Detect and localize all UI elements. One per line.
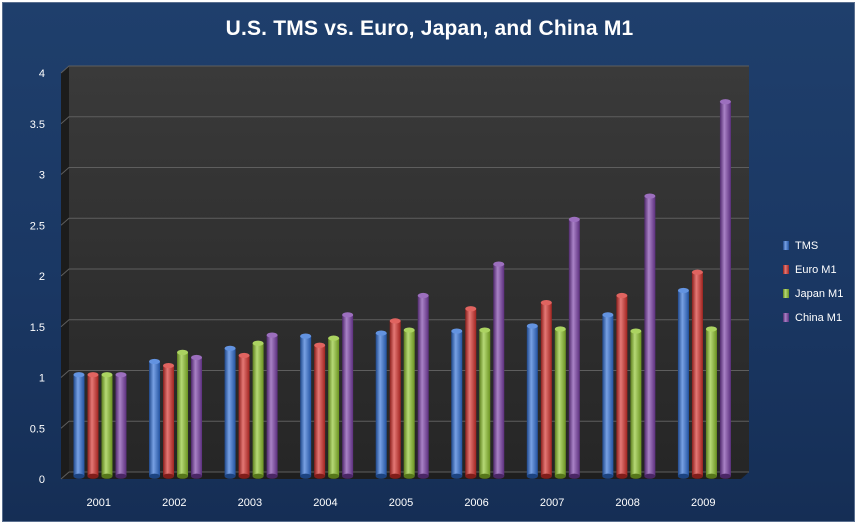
bar-china-m1-2008 — [644, 193, 656, 479]
legend-swatch — [783, 241, 789, 250]
y-tick-label: 3 — [39, 170, 45, 182]
legend-label: TMS — [795, 240, 818, 252]
x-tick-label: 2006 — [464, 497, 488, 509]
bar-euro-m1-2001 — [87, 372, 99, 479]
gridline — [60, 370, 749, 378]
bar-china-m1-2003 — [266, 332, 278, 479]
bar-china-m1-2002 — [191, 354, 203, 479]
x-tick-label: 2007 — [540, 497, 564, 509]
bar-euro-m1-2009 — [691, 269, 703, 479]
bar-tms-2009 — [677, 287, 689, 479]
bar-tms-2006 — [451, 328, 463, 479]
bar-china-m1-2006 — [493, 261, 505, 479]
bar-china-m1-2007 — [568, 216, 580, 479]
bar-tms-2001 — [73, 372, 85, 479]
bars — [73, 99, 731, 479]
legend-label: Japan M1 — [795, 288, 843, 300]
bar-china-m1-2001 — [115, 372, 127, 479]
bar-japan-m1-2002 — [177, 349, 189, 479]
gridline — [60, 420, 749, 429]
y-tick-label: 0 — [39, 474, 45, 486]
bar-euro-m1-2007 — [540, 300, 552, 479]
bar-euro-m1-2003 — [238, 352, 250, 479]
x-tick-label: 2009 — [691, 497, 715, 509]
bar-japan-m1-2004 — [328, 335, 340, 479]
bar-japan-m1-2001 — [101, 372, 113, 479]
y-tick-label: 1 — [39, 373, 45, 385]
bar-japan-m1-2003 — [252, 340, 264, 479]
bar-china-m1-2004 — [342, 312, 354, 479]
y-tick-label: 4 — [39, 68, 45, 80]
bar-tms-2002 — [149, 358, 161, 479]
bar-euro-m1-2004 — [314, 342, 326, 479]
gridline — [60, 65, 749, 74]
bar-tms-2003 — [224, 345, 236, 479]
bar-china-m1-2009 — [719, 99, 731, 479]
bar-japan-m1-2005 — [403, 327, 415, 479]
bar-japan-m1-2007 — [554, 326, 566, 479]
chart-frame: U.S. TMS vs. Euro, Japan, and China M1 0… — [2, 2, 855, 522]
bar-japan-m1-2006 — [479, 327, 491, 479]
y-tick-label: 0.5 — [30, 423, 45, 435]
legend-swatch — [783, 265, 789, 274]
legend-item-euro-m1: Euro M1 — [783, 264, 837, 276]
x-tick-label: 2002 — [162, 497, 186, 509]
bar-euro-m1-2002 — [163, 362, 175, 479]
legend-swatch — [783, 313, 789, 322]
y-tick-label: 2.5 — [30, 220, 45, 232]
y-tick-label: 1.5 — [30, 322, 45, 334]
legend-item-china-m1: China M1 — [783, 312, 842, 324]
bar-japan-m1-2009 — [705, 326, 717, 479]
bar-euro-m1-2005 — [389, 318, 401, 479]
bar-tms-2004 — [300, 333, 312, 479]
axes: 0 0.5 1 1.5 2 2.5 3 3.5 4 2001 2002 2003 2004 2005 200… — [30, 68, 716, 509]
legend-label: China M1 — [795, 312, 842, 324]
bar-tms-2008 — [602, 312, 614, 479]
legend: TMS Euro M1 Japan M1 China M1 — [783, 240, 843, 324]
legend-label: Euro M1 — [795, 264, 837, 276]
legend-item-tms: TMS — [783, 240, 818, 252]
x-tick-label: 2005 — [389, 497, 413, 509]
gridline — [60, 268, 749, 277]
bar-tms-2007 — [526, 323, 538, 479]
bar-japan-m1-2008 — [630, 328, 642, 479]
bar-euro-m1-2008 — [616, 292, 628, 479]
bar-chart: 0 0.5 1 1.5 2 2.5 3 3.5 4 2001 2002 2003 2004 2005 200… — [30, 65, 843, 509]
bar-euro-m1-2006 — [465, 306, 477, 479]
x-tick-label: 2004 — [313, 497, 337, 509]
bar-china-m1-2005 — [417, 292, 429, 479]
x-tick-label: 2008 — [615, 497, 639, 509]
legend-swatch — [783, 289, 789, 298]
gridline — [60, 319, 749, 328]
y-tick-label: 3.5 — [30, 119, 45, 131]
legend-item-japan-m1: Japan M1 — [783, 288, 843, 300]
gridline — [60, 116, 749, 125]
bar-tms-2005 — [375, 330, 387, 479]
gridline — [60, 167, 749, 175]
x-tick-label: 2001 — [87, 497, 111, 509]
x-tick-label: 2003 — [238, 497, 262, 509]
y-tick-label: 2 — [39, 271, 45, 283]
chart-title: U.S. TMS vs. Euro, Japan, and China M1 — [225, 17, 634, 40]
gridline — [60, 217, 749, 226]
gridline — [60, 471, 749, 480]
